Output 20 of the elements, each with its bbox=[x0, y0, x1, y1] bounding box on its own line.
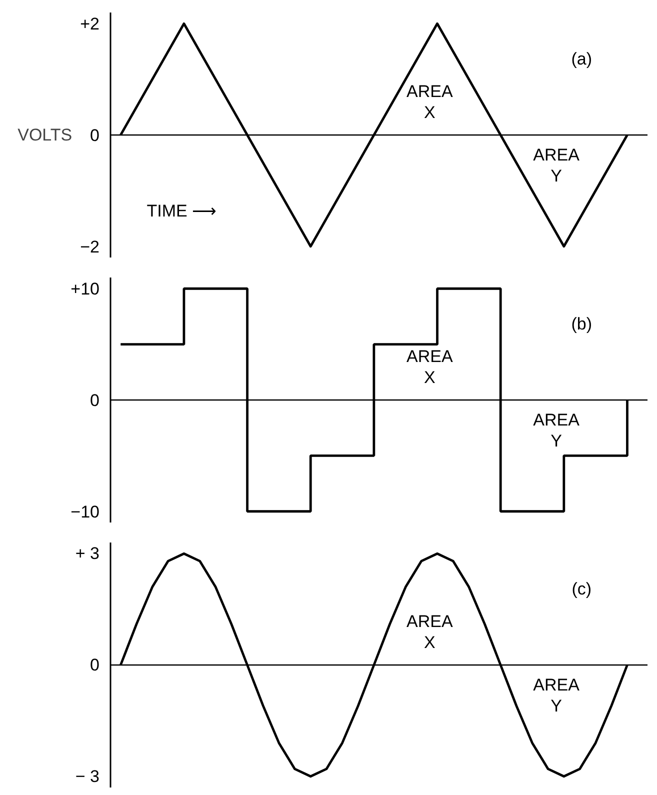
y-tick-label: +2 bbox=[80, 14, 100, 34]
annotation: AREA X bbox=[406, 612, 454, 652]
annotation: AREA Y bbox=[533, 146, 580, 186]
annotation: TIME ⟶ bbox=[146, 201, 216, 220]
annotation: AREA Y bbox=[533, 410, 580, 451]
annotation: (a) bbox=[571, 50, 592, 69]
y-axis-title: VOLTS bbox=[18, 126, 72, 144]
y-tick-label: 0 bbox=[90, 656, 100, 674]
annotation: (b) bbox=[571, 314, 592, 334]
annotation: AREA Y bbox=[533, 676, 580, 716]
y-tick-label: −10 bbox=[70, 502, 100, 522]
y-tick-label: 0 bbox=[90, 126, 100, 145]
annotation: AREA X bbox=[406, 82, 454, 122]
y-tick-label: + 3 bbox=[75, 544, 100, 564]
y-tick-label: 0 bbox=[90, 391, 100, 410]
y-tick-label: −2 bbox=[80, 237, 100, 256]
y-tick-label: − 3 bbox=[75, 766, 100, 786]
annotation: (c) bbox=[572, 580, 592, 599]
y-tick-label: +10 bbox=[70, 280, 100, 299]
annotation: AREA X bbox=[406, 346, 454, 387]
